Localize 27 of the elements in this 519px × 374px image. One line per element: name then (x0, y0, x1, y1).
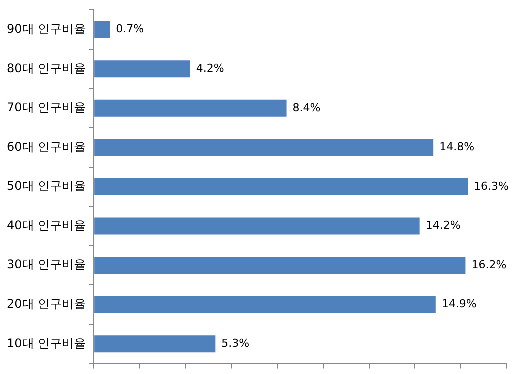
bar (94, 139, 434, 156)
y-tick-label: 90대 인구비율 (6, 22, 86, 36)
bar (94, 218, 420, 235)
bar (94, 60, 190, 78)
data-label: 4.2% (196, 62, 224, 75)
data-label: 0.7% (116, 22, 144, 36)
bar (94, 296, 436, 314)
bar (94, 178, 468, 196)
y-tick-label: 20대 인구비율 (6, 296, 86, 311)
data-label: 14.9% (442, 298, 477, 311)
data-label: 14.8% (440, 140, 475, 154)
y-tick-label: 70대 인구비율 (6, 100, 86, 115)
bar (94, 336, 216, 353)
y-tick-label: 30대 인구비율 (6, 258, 86, 272)
data-label: 5.3% (222, 337, 250, 350)
y-tick-label: 10대 인구비율 (6, 336, 86, 350)
y-tick-label: 80대 인구비율 (6, 61, 86, 76)
data-label: 8.4% (292, 101, 321, 114)
bar (94, 21, 110, 38)
y-tick-label: 40대 인구비율 (6, 218, 86, 232)
bar (94, 257, 466, 274)
data-label: 16.3% (474, 180, 509, 193)
data-label: 16.2% (472, 258, 507, 272)
data-label: 14.2% (426, 219, 461, 232)
y-tick-label: 60대 인구비율 (6, 140, 86, 154)
y-tick-label: 50대 인구비율 (6, 179, 86, 194)
bar (94, 100, 287, 117)
